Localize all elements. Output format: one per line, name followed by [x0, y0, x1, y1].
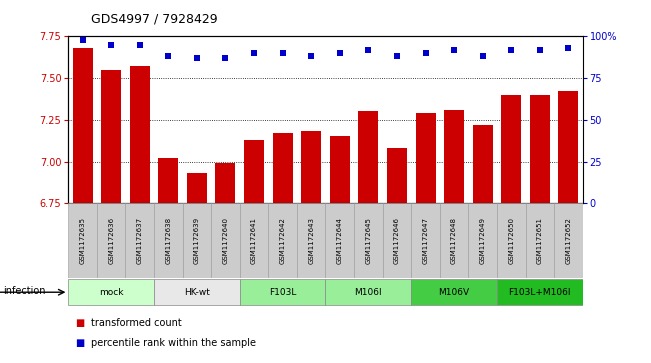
- Text: GSM1172637: GSM1172637: [137, 217, 143, 264]
- Bar: [268, 203, 297, 278]
- Text: GDS4997 / 7928429: GDS4997 / 7928429: [91, 13, 218, 26]
- Bar: [358, 111, 378, 203]
- Bar: [326, 203, 354, 278]
- Bar: [497, 279, 583, 305]
- Point: [306, 53, 316, 59]
- Bar: [126, 203, 154, 278]
- Point: [534, 47, 545, 53]
- Point: [563, 45, 574, 51]
- Bar: [415, 113, 436, 203]
- Text: GSM1172644: GSM1172644: [337, 217, 343, 264]
- Bar: [240, 203, 268, 278]
- Bar: [215, 163, 236, 203]
- Text: mock: mock: [99, 288, 124, 297]
- Point: [477, 53, 488, 59]
- Bar: [330, 136, 350, 203]
- Bar: [501, 95, 521, 203]
- Bar: [297, 203, 326, 278]
- Bar: [387, 148, 407, 203]
- Bar: [154, 279, 240, 305]
- Point: [163, 53, 174, 59]
- Text: GSM1172651: GSM1172651: [537, 217, 543, 264]
- Bar: [154, 203, 183, 278]
- Point: [335, 50, 345, 56]
- Text: F103L+M106I: F103L+M106I: [508, 288, 571, 297]
- Bar: [444, 110, 464, 203]
- Point: [249, 50, 259, 56]
- Bar: [326, 279, 411, 305]
- Text: GSM1172648: GSM1172648: [451, 217, 457, 264]
- Text: M106V: M106V: [439, 288, 469, 297]
- Bar: [354, 203, 383, 278]
- Point: [106, 42, 117, 48]
- Text: GSM1172645: GSM1172645: [365, 217, 371, 264]
- Bar: [301, 131, 321, 203]
- Bar: [473, 125, 493, 203]
- Bar: [468, 203, 497, 278]
- Bar: [244, 140, 264, 203]
- Point: [191, 55, 202, 61]
- Bar: [73, 48, 92, 203]
- Bar: [101, 70, 121, 203]
- Text: F103L: F103L: [269, 288, 296, 297]
- Bar: [411, 203, 440, 278]
- Text: transformed count: transformed count: [91, 318, 182, 328]
- Text: infection: infection: [3, 286, 46, 297]
- Bar: [158, 158, 178, 203]
- Text: GSM1172640: GSM1172640: [223, 217, 229, 264]
- Text: GSM1172636: GSM1172636: [108, 217, 114, 264]
- Bar: [187, 173, 207, 203]
- Text: GSM1172650: GSM1172650: [508, 217, 514, 264]
- Point: [77, 37, 88, 42]
- Bar: [554, 203, 583, 278]
- Text: GSM1172635: GSM1172635: [79, 217, 86, 264]
- Bar: [440, 203, 468, 278]
- Bar: [240, 279, 326, 305]
- Text: percentile rank within the sample: percentile rank within the sample: [91, 338, 256, 348]
- Point: [421, 50, 431, 56]
- Bar: [273, 133, 293, 203]
- Bar: [383, 203, 411, 278]
- Bar: [530, 95, 550, 203]
- Bar: [211, 203, 240, 278]
- Point: [363, 47, 374, 53]
- Point: [277, 50, 288, 56]
- Point: [506, 47, 516, 53]
- Bar: [525, 203, 554, 278]
- Bar: [183, 203, 211, 278]
- Text: ■: ■: [75, 338, 84, 348]
- Text: HK-wt: HK-wt: [184, 288, 210, 297]
- Point: [449, 47, 459, 53]
- Text: M106I: M106I: [355, 288, 382, 297]
- Bar: [97, 203, 126, 278]
- Text: GSM1172642: GSM1172642: [280, 217, 286, 264]
- Text: GSM1172646: GSM1172646: [394, 217, 400, 264]
- Text: GSM1172652: GSM1172652: [565, 217, 572, 264]
- Text: ■: ■: [75, 318, 84, 328]
- Text: GSM1172641: GSM1172641: [251, 217, 257, 264]
- Point: [392, 53, 402, 59]
- Text: GSM1172647: GSM1172647: [422, 217, 428, 264]
- Bar: [559, 91, 578, 203]
- Bar: [411, 279, 497, 305]
- Bar: [497, 203, 525, 278]
- Bar: [68, 279, 154, 305]
- Text: GSM1172643: GSM1172643: [308, 217, 314, 264]
- Text: GSM1172649: GSM1172649: [480, 217, 486, 264]
- Point: [135, 42, 145, 48]
- Text: GSM1172638: GSM1172638: [165, 217, 171, 264]
- Bar: [130, 66, 150, 203]
- Point: [220, 55, 230, 61]
- Bar: [68, 203, 97, 278]
- Text: GSM1172639: GSM1172639: [194, 217, 200, 264]
